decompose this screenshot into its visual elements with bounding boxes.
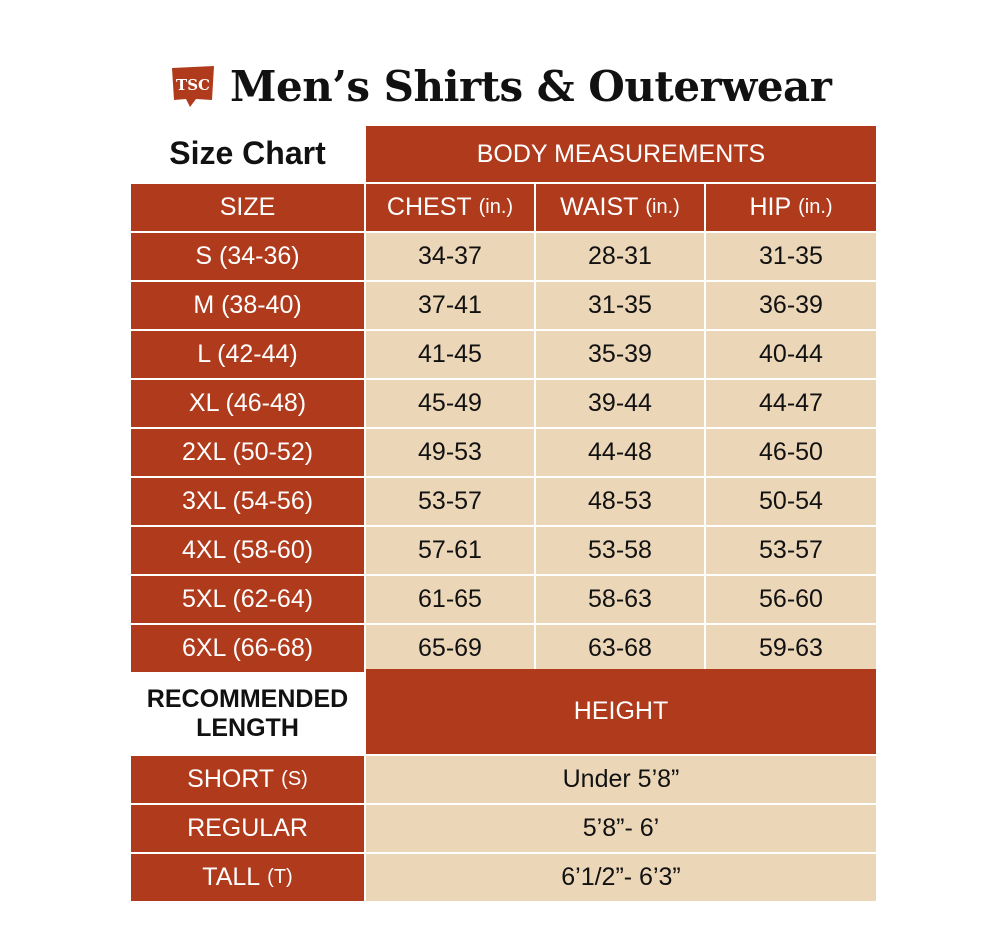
hip-cell: 50-54	[706, 478, 876, 525]
height-cell-tall: 6’1/2”- 6’3”	[366, 854, 876, 901]
size-cell: 5XL (62-64)	[131, 576, 364, 623]
col-header-chest-unit: (in.)	[478, 196, 514, 218]
hip-cell: 56-60	[706, 576, 876, 623]
body-measurements-header: BODY MEASUREMENTS	[366, 126, 876, 182]
chest-cell: 45-49	[366, 380, 534, 427]
chest-cell: 61-65	[366, 576, 534, 623]
recommended-length-line2: LENGTH	[196, 714, 299, 742]
col-header-size: SIZE	[131, 184, 364, 231]
chest-cell: 41-45	[366, 331, 534, 378]
svg-text:TSC: TSC	[176, 76, 210, 94]
col-header-waist-unit: (in.)	[645, 196, 680, 218]
waist-cell: 35-39	[536, 331, 704, 378]
chest-cell: 37-41	[366, 282, 534, 329]
chest-cell: 34-37	[366, 233, 534, 280]
size-cell: 4XL (58-60)	[131, 527, 364, 574]
length-abbr: (S)	[281, 768, 308, 790]
tsc-logo: TSC	[172, 66, 214, 107]
col-header-hip-unit: (in.)	[798, 196, 833, 218]
height-cell-regular: 5’8”- 6’	[366, 805, 876, 852]
hip-cell: 40-44	[706, 331, 876, 378]
col-header-size-label: SIZE	[219, 193, 276, 221]
length-label: REGULAR	[187, 814, 308, 842]
size-chart: Size Chart BODY MEASUREMENTS SIZE CHEST …	[131, 124, 876, 901]
size-chart-label: Size Chart	[131, 124, 364, 182]
col-header-hip-label: HIP	[749, 193, 792, 221]
hip-cell: 31-35	[706, 233, 876, 280]
size-cell: 3XL (54-56)	[131, 478, 364, 525]
page-header: TSC Men’s Shirts & Outerwear	[170, 56, 832, 116]
length-label: TALL	[202, 863, 261, 891]
waist-cell: 48-53	[536, 478, 704, 525]
waist-cell: 53-58	[536, 527, 704, 574]
hip-cell: 46-50	[706, 429, 876, 476]
chest-cell: 65-69	[366, 625, 534, 672]
col-header-chest: CHEST (in.)	[366, 184, 534, 231]
waist-cell: 44-48	[536, 429, 704, 476]
recommended-length-line1: RECOMMENDED	[146, 685, 349, 713]
height-header: HEIGHT	[366, 669, 876, 754]
length-abbr: (T)	[267, 866, 293, 888]
col-header-waist-label: WAIST	[560, 193, 639, 221]
length-label: SHORT	[187, 765, 275, 793]
waist-cell: 31-35	[536, 282, 704, 329]
chest-cell: 49-53	[366, 429, 534, 476]
size-cell: L (42-44)	[131, 331, 364, 378]
length-label-regular: REGULAR	[131, 805, 364, 852]
size-cell: 6XL (66-68)	[131, 625, 364, 672]
length-label-short: SHORT (S)	[131, 756, 364, 803]
hip-cell: 36-39	[706, 282, 876, 329]
col-header-waist: WAIST (in.)	[536, 184, 704, 231]
size-cell: S (34-36)	[131, 233, 364, 280]
size-cell: XL (46-48)	[131, 380, 364, 427]
size-cell: 2XL (50-52)	[131, 429, 364, 476]
size-cell: M (38-40)	[131, 282, 364, 329]
waist-cell: 63-68	[536, 625, 704, 672]
height-cell-short: Under 5’8”	[366, 756, 876, 803]
hip-cell: 53-57	[706, 527, 876, 574]
recommended-length-label: RECOMMENDED LENGTH	[131, 674, 364, 754]
col-header-hip: HIP (in.)	[706, 184, 876, 231]
page-title: Men’s Shirts & Outerwear	[230, 61, 832, 111]
chest-cell: 53-57	[366, 478, 534, 525]
waist-cell: 58-63	[536, 576, 704, 623]
length-label-tall: TALL (T)	[131, 854, 364, 901]
col-header-chest-label: CHEST	[386, 193, 472, 221]
hip-cell: 44-47	[706, 380, 876, 427]
chest-cell: 57-61	[366, 527, 534, 574]
waist-cell: 28-31	[536, 233, 704, 280]
waist-cell: 39-44	[536, 380, 704, 427]
hip-cell: 59-63	[706, 625, 876, 672]
